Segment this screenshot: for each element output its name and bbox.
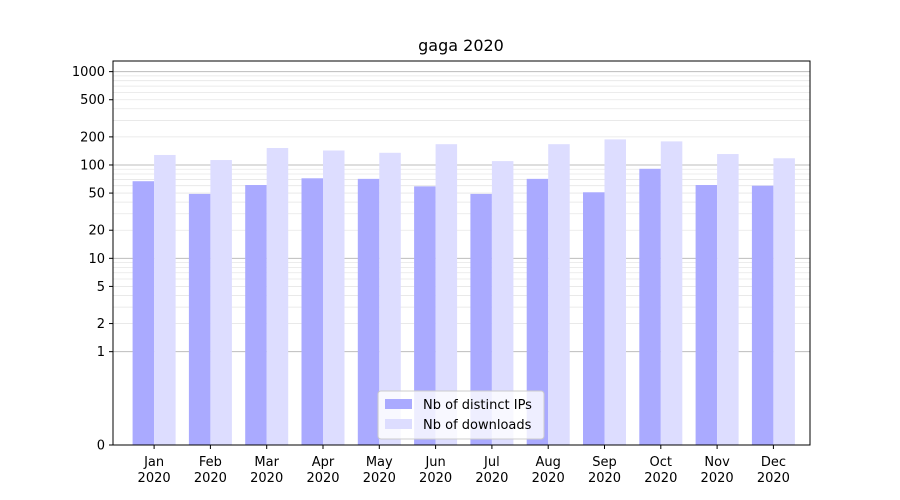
bar-downloads-jun	[435, 144, 458, 445]
legend-swatch-downloads	[385, 419, 412, 429]
legend-box	[377, 390, 545, 440]
x-tick-label-month: May	[366, 455, 393, 470]
plot-frame	[112, 60, 811, 446]
chart-title: gaga 2020	[418, 36, 504, 55]
x-tick-label-month: Oct	[650, 455, 672, 470]
y-tick-label: 5	[97, 280, 105, 295]
x-tick-label-month: Sep	[592, 455, 617, 470]
x-tick-label-month: Apr	[312, 455, 335, 470]
legend: Nb of distinct IPs Nb of downloads	[377, 390, 545, 440]
x-tick-label-month: Aug	[536, 455, 561, 470]
x-tick-label-year: 2020	[757, 471, 790, 486]
y-tick-label: 1	[97, 345, 105, 360]
x-tick-label-year: 2020	[475, 471, 508, 486]
x-tick-label-year: 2020	[306, 471, 339, 486]
y-tick-label: 0	[97, 439, 105, 454]
x-tick-label-month: Jul	[483, 455, 500, 470]
y-tick-label: 50	[88, 187, 105, 202]
x-tick-label-month: Mar	[254, 455, 279, 470]
bar-ips-aug	[526, 178, 549, 445]
x-tick-label-year: 2020	[588, 471, 621, 486]
bar-downloads-may	[379, 152, 401, 445]
y-tick-label: 100	[80, 158, 105, 173]
x-tick-label-year: 2020	[532, 471, 565, 486]
y-tick-label: 1000	[72, 65, 105, 80]
bar-downloads-feb	[210, 160, 232, 446]
bar-ips-jun	[414, 186, 436, 445]
x-axis: Jan2020Feb2020Mar2020Apr2020May2020Jun20…	[138, 445, 790, 486]
x-tick-label-year: 2020	[363, 471, 396, 486]
x-tick-label-year: 2020	[644, 471, 677, 486]
y-tick-label: 200	[80, 130, 105, 145]
x-tick-label-year: 2020	[138, 471, 171, 486]
x-tick-label-month: Dec	[761, 455, 786, 470]
y-tick-label: 20	[88, 224, 105, 239]
x-tick-label-month: Feb	[199, 455, 222, 470]
bar-ips-mar	[245, 185, 267, 445]
x-tick-label-year: 2020	[701, 471, 734, 486]
x-tick-label-month: Jan	[143, 455, 164, 470]
bar-downloads-jul	[491, 161, 514, 446]
bar-downloads-nov	[717, 154, 739, 446]
y-tick-label: 10	[88, 252, 105, 267]
bar-downloads-aug	[548, 144, 570, 445]
bar-downloads-apr	[323, 150, 345, 445]
bar-downloads-sep	[604, 139, 627, 445]
bar-ips-sep	[583, 192, 605, 445]
bar-ips-may	[357, 178, 380, 445]
bar-ips-dec	[751, 185, 774, 445]
bars	[132, 139, 795, 446]
bar-downloads-dec	[773, 158, 795, 445]
x-tick-label-year: 2020	[419, 471, 452, 486]
bar-ips-feb	[188, 193, 211, 445]
bar-downloads-oct	[660, 141, 683, 445]
x-tick-label-year: 2020	[250, 471, 283, 486]
y-tick-label: 500	[80, 93, 105, 108]
bar-downloads-mar	[266, 148, 289, 445]
x-tick-label-year: 2020	[194, 471, 227, 486]
bar-ips-oct	[639, 168, 661, 446]
legend-label-downloads: Nb of downloads	[423, 418, 532, 433]
bar-downloads-jan	[154, 154, 176, 445]
bar-ips-apr	[301, 178, 324, 445]
bar-ips-jan	[132, 181, 155, 446]
x-tick-label-month: Nov	[704, 455, 730, 470]
legend-label-ips: Nb of distinct IPs	[423, 398, 532, 413]
y-axis: 0 1 2 5 10 20 50 100 200 500 1000	[72, 65, 113, 454]
y-tick-label: 2	[97, 317, 105, 332]
x-tick-label-month: Jun	[424, 455, 445, 470]
bar-ips-nov	[695, 185, 718, 445]
legend-swatch-ips	[385, 399, 412, 409]
bar-ips-jul	[470, 193, 492, 445]
